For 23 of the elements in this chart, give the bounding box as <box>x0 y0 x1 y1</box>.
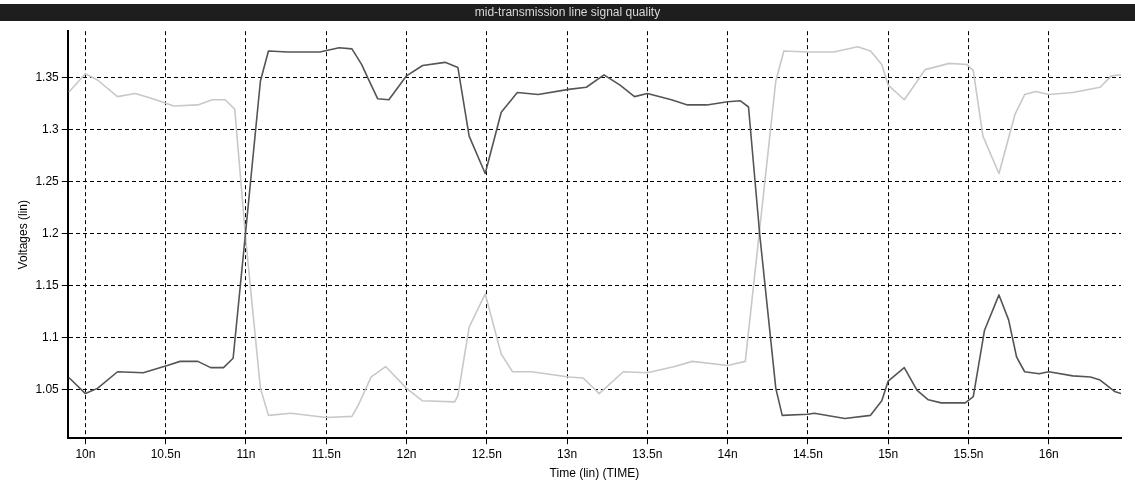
x-tick-label: 15.5n <box>953 446 984 461</box>
y-tick-label: 1.35 <box>35 70 60 85</box>
y-tick-label: 1.15 <box>35 277 60 292</box>
x-tick-label: 12n <box>396 446 417 461</box>
y-tick-label: 1.2 <box>42 225 60 240</box>
x-axis-title: Time (lin) (TIME) <box>549 466 640 481</box>
chart-title: mid-transmission line signal quality <box>0 4 1135 21</box>
x-tick-label: 13.5n <box>632 446 663 461</box>
y-tick-label: 1.25 <box>35 174 60 189</box>
x-tick-label: 16n <box>1038 446 1059 461</box>
x-tick-label: 14n <box>717 446 738 461</box>
x-tick-label: 11.5n <box>311 446 341 461</box>
x-tick-label: 10n <box>75 446 96 461</box>
x-tick-label: 12.5n <box>471 446 502 461</box>
y-axis-title: Voltages (lin) <box>15 200 30 270</box>
x-tick-label: 15n <box>878 446 899 461</box>
y-tick-label: 1.1 <box>42 329 60 344</box>
x-tick-label: 14.5n <box>792 446 823 461</box>
y-tick-label: 1.3 <box>42 122 60 137</box>
x-tick-label: 10.5n <box>150 446 181 461</box>
x-tick-label: 13n <box>557 446 578 461</box>
x-tick-label: 11n <box>236 446 256 461</box>
y-tick-label: 1.05 <box>35 381 60 396</box>
